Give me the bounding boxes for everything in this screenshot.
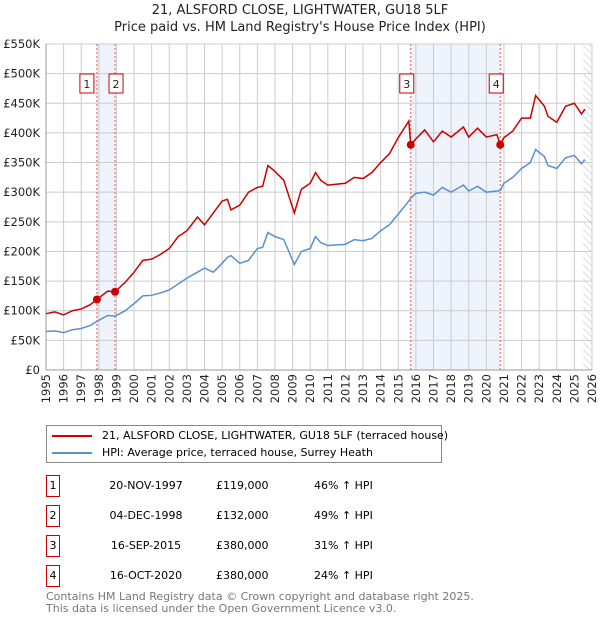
shaded-range bbox=[96, 44, 116, 370]
y-tick-label: £200K bbox=[3, 244, 40, 258]
transaction-row: 2 04-DEC-1998 £132,000 49% ↑ HPI bbox=[46, 505, 446, 527]
y-tick-label: £550K bbox=[3, 37, 40, 51]
footer-line: This data is licensed under the Open Gov… bbox=[46, 602, 397, 615]
sale-point bbox=[406, 140, 415, 149]
y-tick-label: £150K bbox=[3, 274, 40, 288]
sale-label: 2 bbox=[113, 78, 120, 91]
legend: 21, ALSFORD CLOSE, LIGHTWATER, GU18 5LF … bbox=[46, 425, 448, 463]
legend-swatch bbox=[52, 434, 92, 437]
y-tick-label: £100K bbox=[3, 304, 40, 318]
x-tick-label: 1996 bbox=[57, 374, 71, 403]
transaction-number: 2 bbox=[46, 505, 60, 527]
sale-label: 1 bbox=[83, 78, 90, 91]
transaction-number: 1 bbox=[46, 475, 60, 497]
footer: Contains HM Land Registry data © Crown c… bbox=[46, 591, 474, 615]
y-tick-label: £0 bbox=[25, 363, 40, 377]
transaction-number: 3 bbox=[46, 535, 60, 557]
transaction-date: 20-NOV-1997 bbox=[109, 479, 183, 492]
y-tick-label: £500K bbox=[3, 67, 40, 81]
y-tick-label: £250K bbox=[3, 215, 40, 229]
transaction-number: 4 bbox=[46, 565, 60, 587]
sale-point bbox=[111, 287, 120, 296]
transaction-row: 1 20-NOV-1997 £119,000 46% ↑ HPI bbox=[46, 475, 446, 497]
x-tick-label: 2014 bbox=[374, 374, 388, 403]
x-tick-label: 2013 bbox=[356, 374, 370, 403]
sale-label-box bbox=[79, 73, 95, 94]
x-tick-label: 1997 bbox=[74, 374, 88, 403]
shaded-range bbox=[410, 44, 501, 370]
x-tick-label: 2020 bbox=[479, 374, 493, 403]
sale-label-box bbox=[488, 73, 504, 94]
x-tick-label: 2007 bbox=[250, 374, 264, 403]
forecast-hatch bbox=[583, 44, 592, 370]
transaction-price: £132,000 bbox=[216, 509, 269, 522]
x-tick-label: 1999 bbox=[109, 374, 123, 403]
footer-line: Contains HM Land Registry data © Crown c… bbox=[46, 590, 474, 603]
x-tick-label: 2018 bbox=[444, 374, 458, 403]
series-line bbox=[45, 148, 586, 334]
transaction-hpi: 46% ↑ HPI bbox=[314, 479, 373, 492]
transaction-price: £119,000 bbox=[216, 479, 269, 492]
sale-label: 4 bbox=[493, 78, 500, 91]
legend-label: 21, ALSFORD CLOSE, LIGHTWATER, GU18 5LF … bbox=[102, 429, 449, 442]
x-tick-label: 1998 bbox=[92, 374, 106, 403]
sale-point bbox=[92, 295, 101, 304]
transaction-hpi: 49% ↑ HPI bbox=[314, 509, 373, 522]
x-tick-label: 2010 bbox=[303, 374, 317, 403]
x-tick-label: 2009 bbox=[286, 374, 300, 403]
x-tick-label: 2008 bbox=[268, 374, 282, 403]
x-tick-label: 2011 bbox=[321, 374, 335, 403]
x-tick-label: 2015 bbox=[391, 374, 405, 403]
x-tick-label: 2002 bbox=[162, 374, 176, 403]
transaction-price: £380,000 bbox=[216, 569, 269, 582]
x-tick-label: 2017 bbox=[426, 374, 440, 403]
x-tick-label: 2012 bbox=[338, 374, 352, 403]
x-tick-label: 2021 bbox=[497, 374, 511, 403]
transaction-row: 3 16-SEP-2015 £380,000 31% ↑ HPI bbox=[46, 535, 446, 557]
x-tick-label: 2022 bbox=[515, 374, 529, 403]
sale-label: 3 bbox=[403, 78, 410, 91]
y-tick-label: £350K bbox=[3, 156, 40, 170]
series-line bbox=[45, 93, 586, 316]
x-tick-label: 2003 bbox=[180, 374, 194, 403]
y-tick-label: £50K bbox=[11, 333, 41, 347]
x-tick-label: 2024 bbox=[550, 374, 564, 403]
sale-label-box bbox=[108, 73, 124, 94]
x-tick-label: 2016 bbox=[409, 374, 423, 403]
chart-title: 21, ALSFORD CLOSE, LIGHTWATER, GU18 5LF bbox=[151, 3, 449, 18]
sale-label-box bbox=[399, 73, 415, 94]
y-tick-label: £300K bbox=[3, 185, 40, 199]
transaction-date: 16-SEP-2015 bbox=[110, 539, 182, 552]
chart-plot: 1995 1996 1997 1998 1999 2000 2001 2002 2003 2004… bbox=[3, 37, 599, 403]
chart-subtitle: Price paid vs. HM Land Registry's House … bbox=[114, 20, 486, 35]
transaction-price: £380,000 bbox=[216, 539, 269, 552]
y-tick-label: £400K bbox=[3, 126, 40, 140]
transaction-hpi: 24% ↑ HPI bbox=[314, 569, 373, 582]
x-tick-label: 2006 bbox=[233, 374, 247, 403]
legend-label: HPI: Average price, terraced house, Surr… bbox=[102, 446, 373, 459]
legend-item-hpi: HPI: Average price, terraced house, Surr… bbox=[52, 444, 373, 461]
transaction-date: 16-OCT-2020 bbox=[109, 569, 183, 582]
x-tick-label: 2026 bbox=[585, 374, 599, 403]
sale-point bbox=[496, 140, 505, 149]
y-tick-label: £450K bbox=[3, 96, 40, 110]
transaction-date: 04-DEC-1998 bbox=[109, 509, 183, 522]
x-tick-label: 2023 bbox=[532, 374, 546, 403]
legend-swatch bbox=[52, 451, 92, 454]
x-tick-label: 2000 bbox=[127, 374, 141, 403]
x-tick-label: 2004 bbox=[198, 374, 212, 403]
x-tick-label: 2019 bbox=[462, 374, 476, 403]
legend-item-property: 21, ALSFORD CLOSE, LIGHTWATER, GU18 5LF … bbox=[52, 427, 448, 444]
x-tick-label: 1995 bbox=[39, 374, 53, 403]
transaction-row: 4 16-OCT-2020 £380,000 24% ↑ HPI bbox=[46, 565, 446, 587]
transaction-hpi: 31% ↑ HPI bbox=[314, 539, 373, 552]
x-tick-label: 2025 bbox=[567, 374, 581, 403]
x-tick-label: 2001 bbox=[145, 374, 159, 403]
x-tick-label: 2005 bbox=[215, 374, 229, 403]
